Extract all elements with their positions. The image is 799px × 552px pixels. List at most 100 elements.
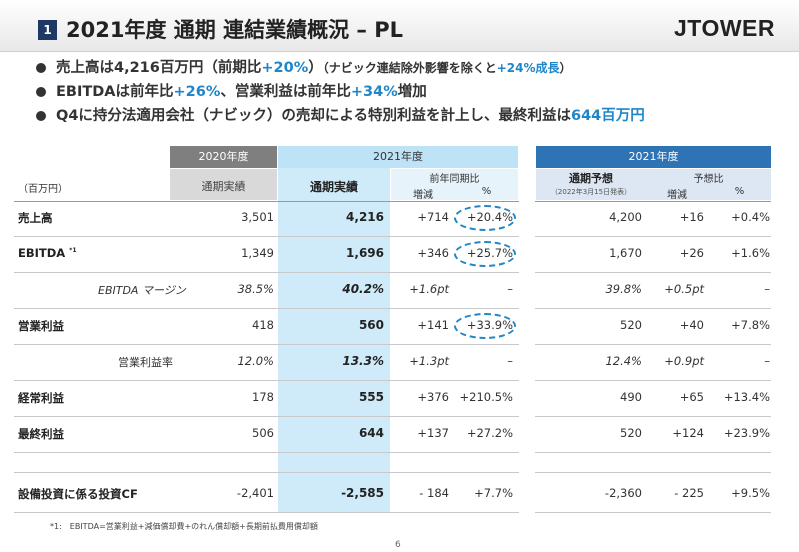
prev-header-bg [170,169,277,200]
yoy-pct-value: +7.7% [474,486,513,500]
forecast-value: 4,200 [609,210,642,224]
forecast-header-bg [536,169,771,200]
highlight-ellipse [454,205,516,231]
yoy-pct-value: +25.7% [466,246,513,260]
bullet-item: EBITDAは前年比+26%、営業利益は前年比+34%増加 [34,81,645,105]
yoy-change-value: +1.3pt [409,354,449,368]
bullet-text: EBITDAは前年比 [56,84,174,100]
highlight-ellipse [454,241,516,267]
col-actual: 通期実績 [309,180,358,194]
bullet-text: ） [308,60,323,76]
actual-value: 40.2% [342,282,384,296]
bullet-text: 増加 [397,84,427,100]
col-change: 増減 [413,190,433,201]
row-rule [14,512,771,513]
col-forecast-note: （2022年3月15日発表） [550,188,632,196]
fc-change-value: +0.5pt [664,282,704,296]
summary-bullets: 売上高は4,216百万円（前期比+20%）（ナビック連結除外影響を除くと+24%… [34,57,645,129]
yoy-change-value: +346 [417,246,449,260]
row-label: 売上高 [18,211,53,225]
bullet-highlight: +26% [173,84,221,100]
actual-value: 4,216 [346,210,384,224]
row-label: EBITDA マージン [98,284,186,297]
forecast-value: 12.4% [605,354,642,368]
prev-actual-value: 506 [252,426,274,440]
fc-change-value: +40 [679,318,704,332]
fc-pct-value: – [764,354,770,368]
yoy-pct-value: – [507,354,513,368]
actual-value: -2,585 [341,486,384,500]
fc-pct-value: +0.4% [731,210,770,224]
fc-pct-value: +7.8% [731,318,770,332]
row-rule [14,416,771,417]
forecast-value: 520 [620,426,642,440]
row-label: 経常利益 [18,391,64,405]
row-rule [14,344,771,345]
page-number: 6 [395,540,401,550]
fc-pct-value: – [764,282,770,296]
actual-value: 13.3% [342,354,384,368]
prev-actual-value: -2,401 [236,486,274,500]
yoy-header-bg [391,169,518,200]
prev-actual-value: 418 [252,318,274,332]
forecast-value: 520 [620,318,642,332]
forecast-value: 1,670 [609,246,642,260]
fc-change-value: +16 [679,210,704,224]
band-2021-forecast: 2021年度 [536,146,771,168]
yoy-change-value: +714 [417,210,449,224]
bullet-text: （ナビック連結除外影響を除くと [322,61,497,75]
actual-value: 560 [358,318,384,332]
bullet-dot-icon [36,63,46,73]
band-2020: 2020年度 [170,146,277,168]
unit-label: （百万円） [18,184,68,195]
col-forecast: 通期予想 [569,172,613,185]
bullet-dot-icon [36,111,46,121]
header-rule [14,201,771,202]
fc-change-value: +124 [672,426,704,440]
row-rule [14,472,771,473]
fc-change-value: +0.9pt [664,354,704,368]
bullet-highlight: +34% [350,84,398,100]
fc-change-value: - 225 [674,486,704,500]
row-rule [14,380,771,381]
bullet-text: Q4に持分法適用会社（ナビック）の売却による特別利益を計上し、最終利益は [56,108,571,124]
bullet-text: 、営業利益は前年比 [220,84,351,100]
col-fc-change: 増減 [667,190,687,201]
fc-pct-value: +1.6% [731,246,770,260]
company-logo: JTOWER [674,15,775,41]
prev-actual-value: 12.0% [237,354,274,368]
yoy-change-value: +137 [417,426,449,440]
yoy-change-value: - 184 [419,486,449,500]
yoy-pct-value: +27.2% [466,426,513,440]
col-prev-actual: 通期実績 [201,180,246,193]
row-label: 設備投資に係る投資CF [18,487,138,501]
prev-actual-value: 38.5% [237,282,274,296]
fc-pct-value: +9.5% [731,486,770,500]
bullet-highlight: +24%成長 [496,61,560,75]
row-label: 営業利益 [18,319,64,333]
bullet-text: ） [559,61,572,75]
slide-title: 2021年度 通期 連結業績概況 – PL [66,18,403,42]
prev-actual-value: 178 [252,390,274,404]
row-rule [14,308,771,309]
fc-change-value: +65 [679,390,704,404]
row-rule [14,272,771,273]
row-rule [14,236,771,237]
row-label: EBITDA *1 [18,246,77,260]
fc-pct-value: +23.9% [723,426,770,440]
yoy-change-value: +376 [417,390,449,404]
actual-value: 1,696 [346,246,384,260]
slide-number-badge: 1 [38,20,57,40]
bullet-highlight: 644百万円 [570,108,645,124]
yoy-pct-value: +210.5% [459,390,514,404]
col-fc-pct: % [734,186,745,197]
bullet-dot-icon [36,87,46,97]
yoy-pct-value: +33.9% [466,318,513,332]
yoy-change-value: +141 [417,318,449,332]
forecast-value: 39.8% [605,282,642,296]
yoy-pct-value: +20.4% [466,210,513,224]
forecast-value: 490 [620,390,642,404]
row-label: 営業利益率 [118,356,173,369]
highlight-ellipse [454,313,516,339]
forecast-value: -2,360 [604,486,642,500]
